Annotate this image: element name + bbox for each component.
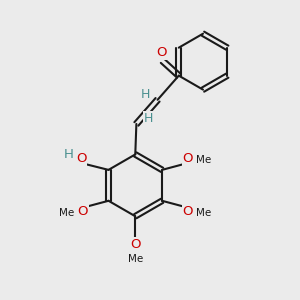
Text: H: H [64, 148, 74, 161]
Text: Me: Me [196, 155, 212, 166]
Text: Me: Me [59, 208, 74, 218]
Text: H: H [140, 88, 150, 101]
Text: Me: Me [196, 208, 212, 218]
Text: O: O [183, 206, 193, 218]
Text: O: O [156, 46, 166, 59]
Text: O: O [77, 206, 88, 218]
Text: H: H [144, 112, 153, 125]
Text: O: O [183, 152, 193, 165]
Text: Me: Me [128, 254, 143, 264]
Text: O: O [130, 238, 140, 251]
Text: O: O [76, 152, 86, 165]
